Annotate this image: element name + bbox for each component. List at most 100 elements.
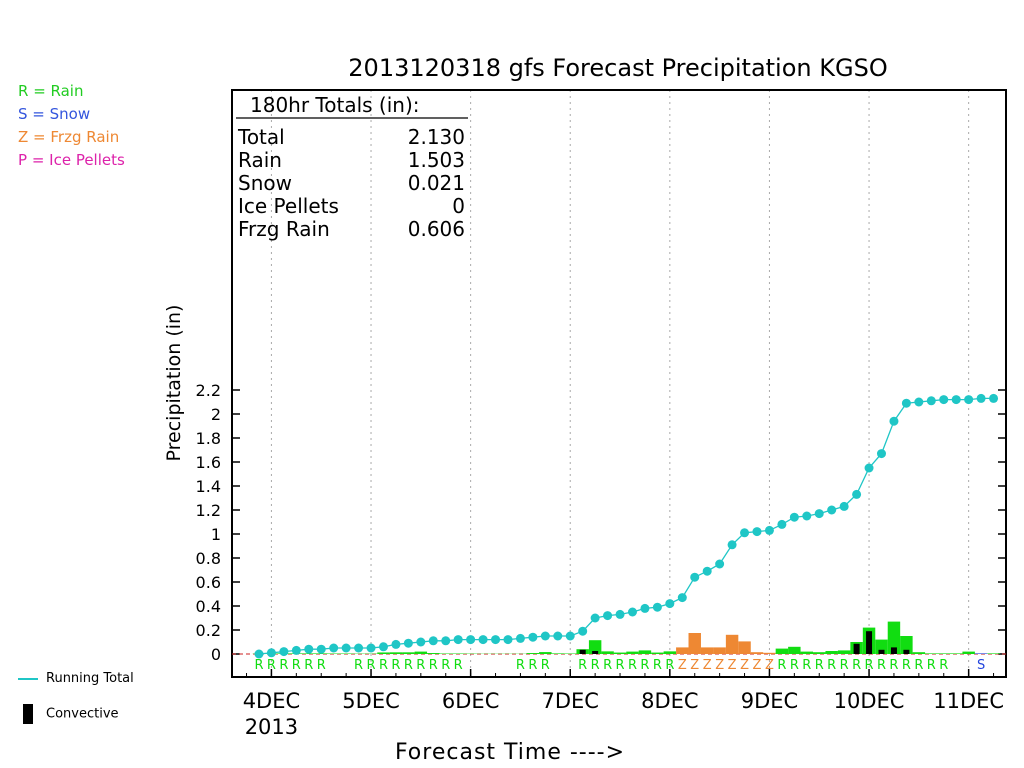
precip-bar-34 <box>676 647 689 654</box>
y-axis-label: Precipitation (in) <box>163 305 185 462</box>
type-letter-11: R <box>391 658 400 673</box>
type-letter-14: R <box>429 658 438 673</box>
totals-value-2: 0.021 <box>408 171 465 195</box>
precip-bar-13 <box>414 651 428 654</box>
legend-type-3: P = Ice Pellets <box>18 151 125 169</box>
running-total-point-4 <box>304 644 314 654</box>
type-letter-2: R <box>279 658 288 673</box>
type-letter-35: Z <box>690 658 699 673</box>
x-tick-label-3: 7DEC <box>542 689 599 713</box>
type-letter-5: R <box>317 658 326 673</box>
type-letter-43: R <box>790 658 799 673</box>
running-total-point-6 <box>329 643 339 653</box>
convective-legend: Convective <box>18 704 119 724</box>
running-total-point-49 <box>864 463 874 473</box>
precip-bar-51 <box>887 621 901 654</box>
running-total-point-59 <box>989 393 999 403</box>
running-total-point-52 <box>901 398 911 408</box>
type-letter-46: R <box>827 658 836 673</box>
running-total-point-41 <box>764 525 774 535</box>
running-total-point-18 <box>478 635 488 645</box>
type-letter-22: R <box>528 658 537 673</box>
plot-frame <box>231 89 1007 678</box>
running-total-point-7 <box>341 643 351 653</box>
running-total-line <box>258 397 994 655</box>
convective-legend-label: Convective <box>46 706 119 722</box>
running-total-point-31 <box>640 603 650 613</box>
convective-bar-49 <box>866 631 873 654</box>
precip-bar-46 <box>825 651 838 654</box>
type-letter-41: Z <box>765 658 774 673</box>
y-tick-label-5: 1 <box>211 525 221 544</box>
precip-bar-31 <box>638 650 652 654</box>
running-total-point-36 <box>702 566 712 576</box>
running-total-point-17 <box>466 635 476 645</box>
type-letter-36: Z <box>703 658 712 673</box>
totals-label-0: Total <box>237 125 285 149</box>
x-tick-label-0: 4DEC <box>243 689 300 713</box>
running-total-point-45 <box>814 509 824 519</box>
running-total-point-46 <box>827 505 837 515</box>
precip-bar-24 <box>551 653 565 654</box>
type-letter-8: R <box>354 658 363 673</box>
running-total-point-25 <box>565 631 575 641</box>
legend-type-2: Z = Frzg Rain <box>18 128 120 146</box>
running-total-point-57 <box>964 395 974 405</box>
precip-bar-55 <box>937 653 950 654</box>
legend-type-1: S = Snow <box>18 105 91 123</box>
precip-bar-23 <box>539 652 552 654</box>
totals-label-4: Frzg Rain <box>238 217 330 241</box>
precip-bar-40 <box>750 652 764 654</box>
type-letter-37: Z <box>715 658 724 673</box>
running-total-point-22 <box>528 632 538 642</box>
totals-label-1: Rain <box>238 148 282 172</box>
running-total-point-55 <box>939 395 949 405</box>
precip-bar-41 <box>763 652 776 654</box>
type-letter-32: R <box>653 658 662 673</box>
type-letter-16: R <box>454 658 463 673</box>
running-total-point-47 <box>839 501 849 511</box>
precip-bar-59 <box>987 653 1000 654</box>
type-letter-47: R <box>840 658 849 673</box>
type-letter-58: S <box>977 658 985 673</box>
convective-bar-52 <box>903 649 910 654</box>
y-tick-label-7: 1.4 <box>196 477 221 496</box>
running-total-point-34 <box>677 593 687 603</box>
running-total-point-27 <box>590 613 600 623</box>
type-letter-52: R <box>902 658 911 673</box>
y-tick-label-9: 1.8 <box>196 429 221 448</box>
running-total-point-39 <box>740 528 750 538</box>
y-tick-label-4: 0.8 <box>196 549 221 568</box>
precip-bar-35 <box>688 633 701 654</box>
precip-bar-38 <box>725 634 739 654</box>
precip-bar-36 <box>700 647 714 654</box>
precip-bar-10 <box>377 652 390 654</box>
running-total-legend: Running Total <box>18 671 134 686</box>
running-total-point-19 <box>491 635 501 645</box>
convective-bar-48 <box>853 643 860 654</box>
running-total-point-11 <box>391 639 401 649</box>
totals-label-2: Snow <box>238 171 292 195</box>
convective-bar-50 <box>878 649 885 654</box>
x-tick-label-2: 6DEC <box>442 689 499 713</box>
running-total-point-13 <box>416 637 426 647</box>
running-total-point-1 <box>266 648 276 658</box>
totals-value-3: 0 <box>452 194 465 218</box>
type-letter-34: Z <box>678 658 687 673</box>
type-letter-44: R <box>802 658 811 673</box>
type-letter-3: R <box>292 658 301 673</box>
precip-bar-27 <box>588 640 602 654</box>
convective-legend-swatch <box>23 704 33 724</box>
type-letter-48: R <box>852 658 861 673</box>
precip-bar-50 <box>875 639 888 654</box>
type-letter-40: Z <box>753 658 762 673</box>
type-letter-55: R <box>939 658 948 673</box>
totals-header: 180hr Totals (in): <box>250 93 420 117</box>
running-total-point-37 <box>715 559 725 569</box>
totals-label-3: Ice Pellets <box>238 194 339 218</box>
y-tick-label-2: 0.4 <box>196 597 221 616</box>
precip-bar-43 <box>788 646 801 654</box>
type-letter-38: Z <box>728 658 737 673</box>
precip-bar-57 <box>962 651 975 654</box>
precip-bar-53 <box>912 652 926 654</box>
